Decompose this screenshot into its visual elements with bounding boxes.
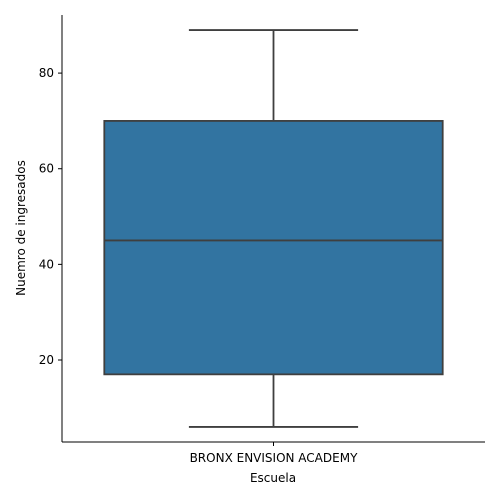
y-tick-label: 60 <box>39 162 54 176</box>
y-tick-label: 20 <box>39 353 54 367</box>
y-tick-label: 80 <box>39 66 54 80</box>
y-tick-label: 40 <box>39 257 54 271</box>
y-axis-ticks: 20 40 60 80 <box>39 66 62 367</box>
x-axis-label: Escuela <box>250 471 296 485</box>
x-tick-label: BRONX ENVISION ACADEMY <box>190 451 358 465</box>
box-iqr <box>103 120 444 376</box>
plot-area <box>103 29 444 428</box>
y-axis-label: Nuemro de ingresados <box>14 160 28 296</box>
x-axis-ticks: BRONX ENVISION ACADEMY <box>190 442 358 465</box>
